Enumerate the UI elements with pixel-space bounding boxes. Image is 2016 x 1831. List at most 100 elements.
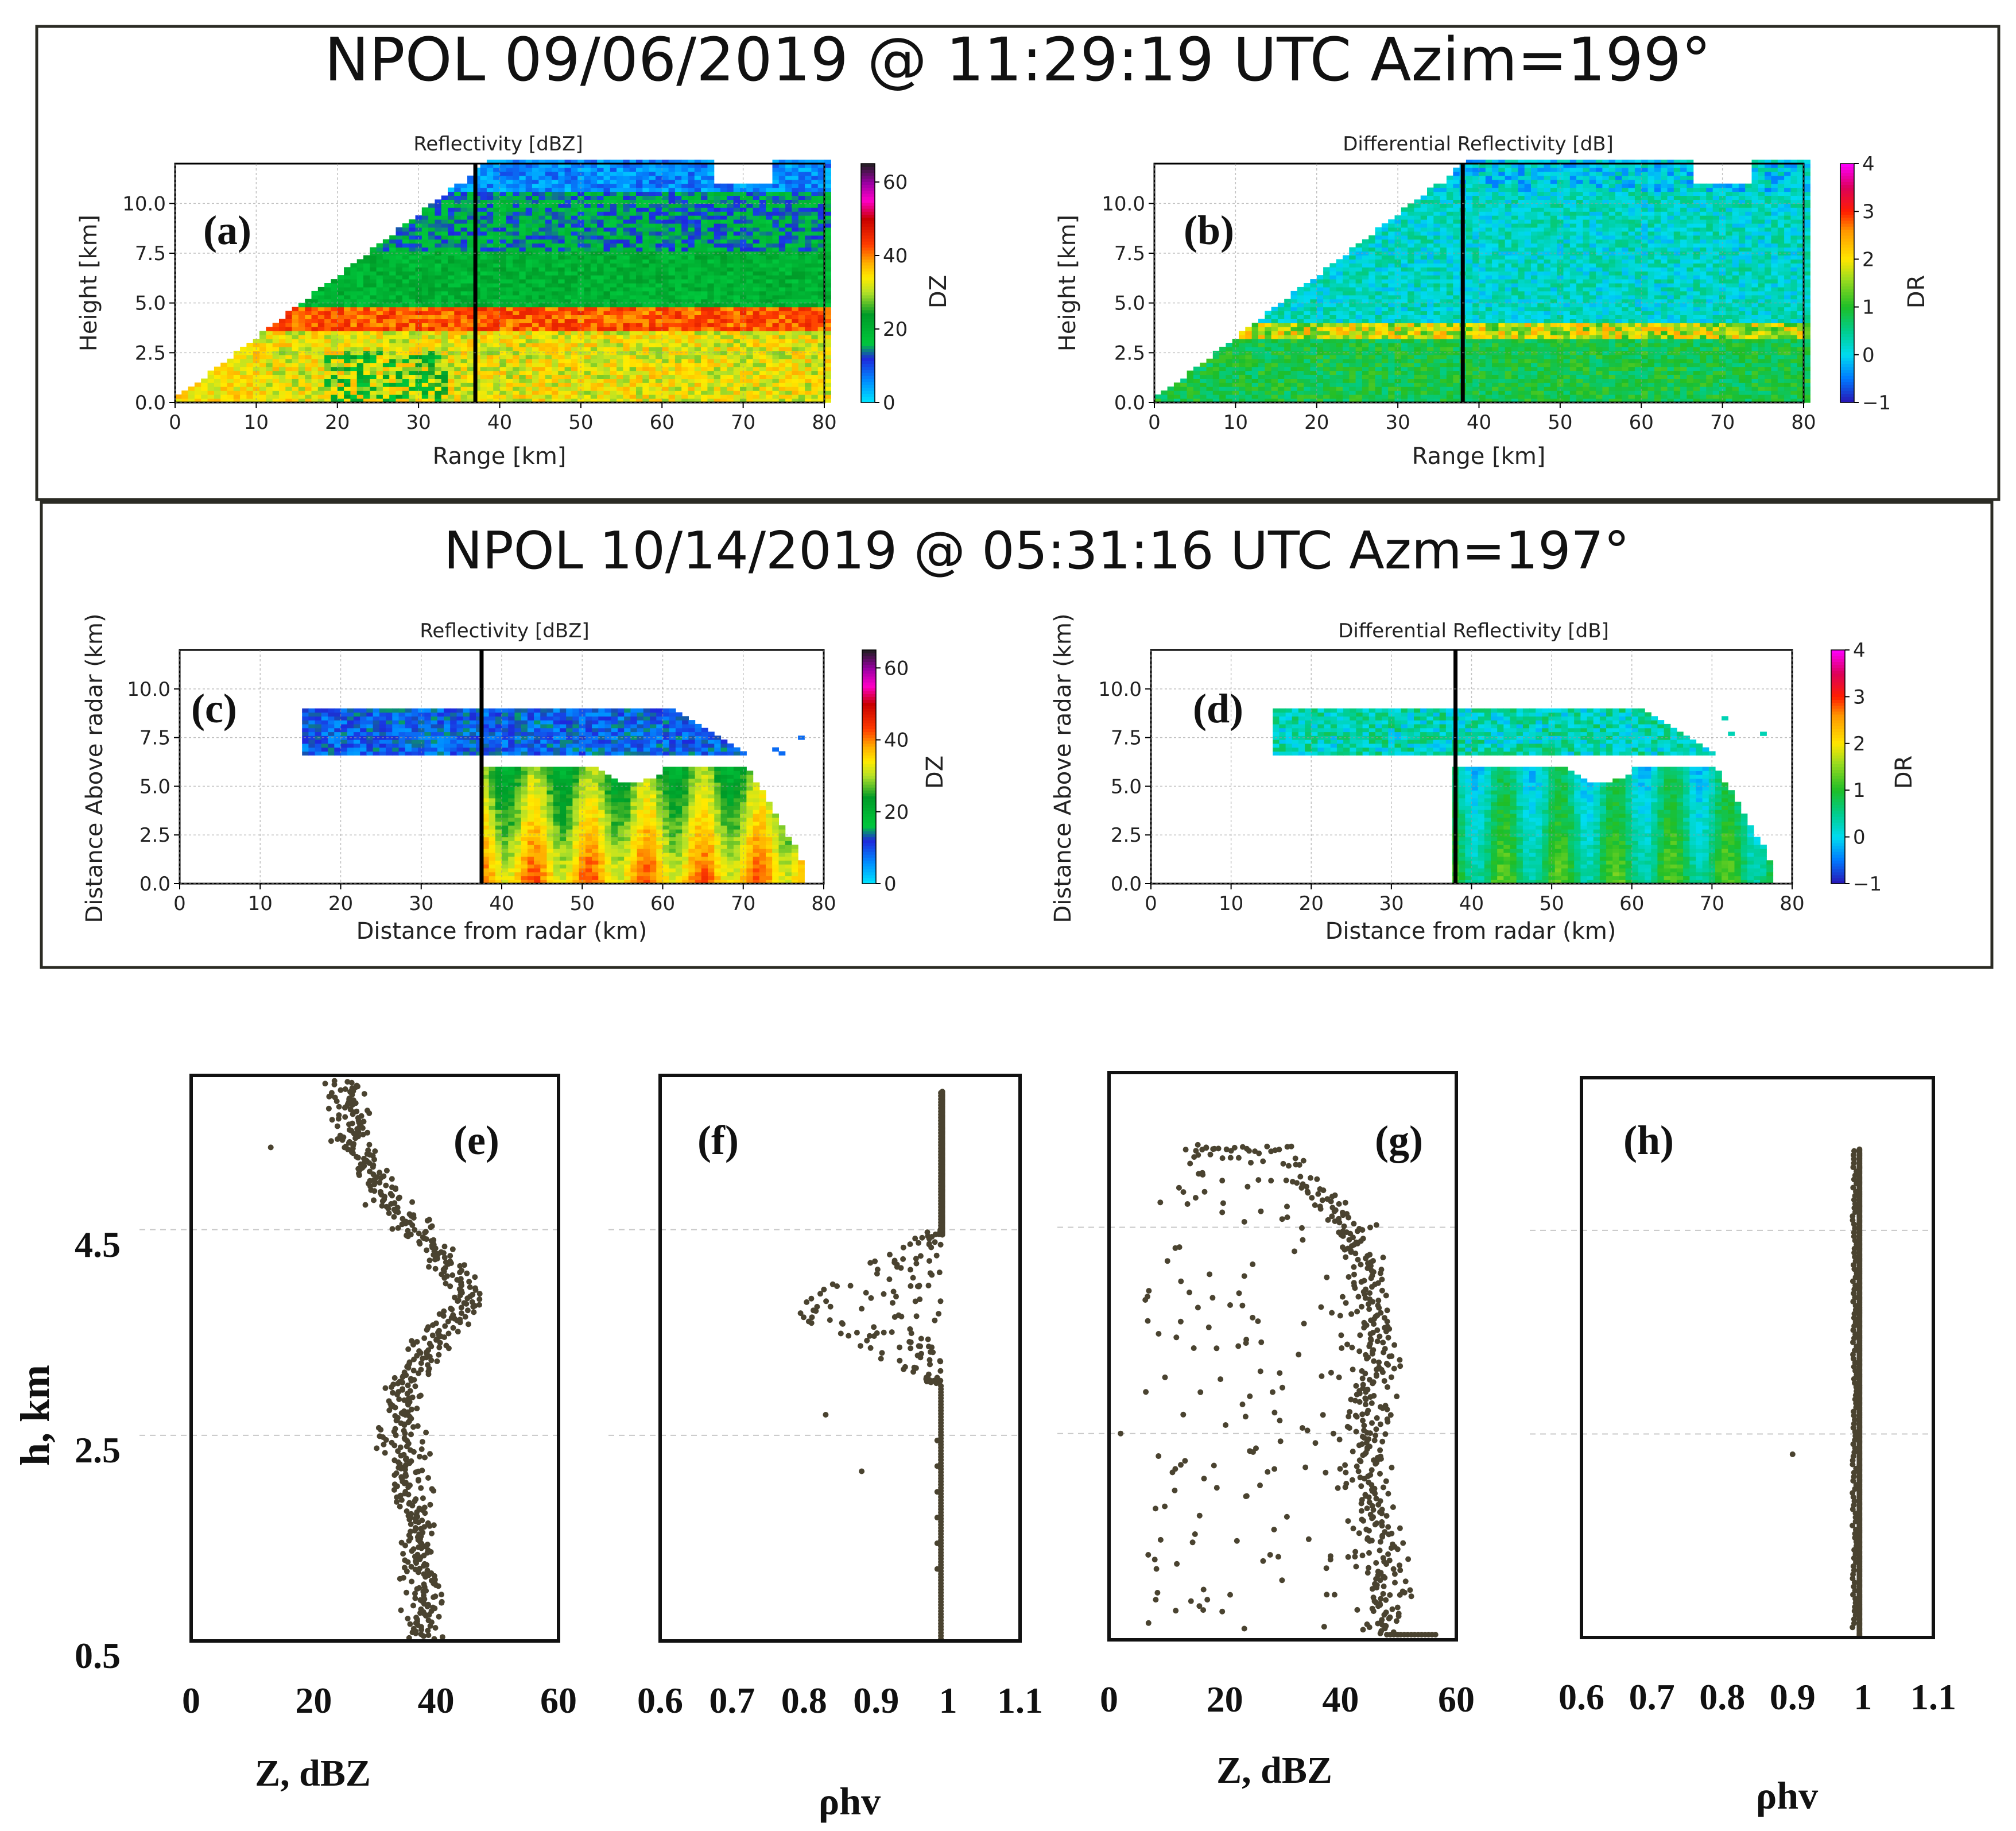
field-cell xyxy=(480,192,487,196)
field-cell xyxy=(636,263,643,268)
field-cell xyxy=(493,267,500,272)
field-cell xyxy=(714,371,721,376)
field-cell xyxy=(526,335,533,339)
field-cell xyxy=(298,335,305,339)
field-cell xyxy=(604,295,611,300)
field-cell xyxy=(305,367,312,371)
field-cell xyxy=(441,343,448,347)
field-cell xyxy=(532,287,539,292)
field-cell xyxy=(435,347,441,351)
field-cell xyxy=(344,375,351,380)
field-cell xyxy=(487,315,494,320)
field-cell xyxy=(487,394,494,399)
field-cell xyxy=(707,259,714,264)
field-cell xyxy=(448,367,455,371)
field-cell xyxy=(805,172,812,176)
field-cell xyxy=(324,367,331,371)
field-cell xyxy=(1258,367,1265,371)
field-cell xyxy=(656,203,662,208)
field-cell xyxy=(720,267,727,272)
field-cell xyxy=(649,203,656,208)
field-cell xyxy=(513,323,519,327)
field-cell xyxy=(526,267,533,272)
field-cell xyxy=(675,271,682,276)
field-cell xyxy=(538,371,545,376)
field-cell xyxy=(746,371,753,376)
field-cell xyxy=(656,263,662,268)
field-cell xyxy=(759,394,766,399)
field-cell xyxy=(617,327,623,331)
field-cell xyxy=(591,188,598,192)
field-cell xyxy=(688,256,695,260)
field-cell xyxy=(617,172,623,176)
field-cell xyxy=(227,382,234,387)
field-cell xyxy=(610,267,617,272)
field-cell xyxy=(285,367,292,371)
field-cell xyxy=(707,303,714,308)
field-cell xyxy=(759,378,766,383)
field-cell xyxy=(266,371,273,376)
field-cell xyxy=(798,327,805,331)
field-cell xyxy=(656,355,662,359)
field-cell xyxy=(357,291,364,296)
field-cell xyxy=(363,279,370,284)
field-cell xyxy=(370,394,377,399)
field-cell xyxy=(389,235,396,240)
colorbar-segment xyxy=(861,193,875,197)
field-cell xyxy=(636,275,643,280)
field-cell xyxy=(526,188,533,192)
field-cell xyxy=(506,275,513,280)
field-cell xyxy=(656,168,662,172)
field-cell xyxy=(792,295,798,300)
field-cell xyxy=(811,335,818,339)
field-cell xyxy=(617,235,623,240)
field-cell xyxy=(811,207,818,212)
field-cell xyxy=(279,363,286,367)
field-cell xyxy=(773,323,780,327)
field-cell xyxy=(441,271,448,276)
field-cell xyxy=(519,279,526,284)
colorbar-segment xyxy=(861,352,875,355)
field-cell xyxy=(513,394,519,399)
field-cell xyxy=(208,382,215,387)
field-cell xyxy=(669,203,676,208)
colorbar-segment xyxy=(861,179,875,182)
field-cell xyxy=(377,295,383,300)
field-cell xyxy=(824,223,831,228)
field-cell xyxy=(766,394,773,399)
field-cell xyxy=(662,263,669,268)
field-cell xyxy=(441,239,448,244)
field-cell xyxy=(506,382,513,387)
field-cell xyxy=(389,283,396,288)
field-cell xyxy=(565,371,572,376)
field-cell xyxy=(526,168,533,172)
field-cell xyxy=(688,180,695,184)
field-cell xyxy=(448,231,455,236)
field-cell xyxy=(610,215,617,220)
field-cell xyxy=(675,327,682,331)
field-cell xyxy=(811,180,818,184)
field-cell xyxy=(759,219,766,224)
field-cell xyxy=(558,295,565,300)
field-cell xyxy=(454,355,461,359)
field-cell xyxy=(331,291,338,296)
field-cell xyxy=(389,259,396,264)
field-cell xyxy=(487,339,494,343)
field-cell xyxy=(688,215,695,220)
field-cell xyxy=(597,271,604,276)
field-cell xyxy=(617,215,623,220)
field-cell xyxy=(811,359,818,363)
field-cell xyxy=(389,343,396,347)
field-cell xyxy=(318,355,325,359)
field-cell xyxy=(662,327,669,331)
field-cell xyxy=(467,192,474,196)
field-cell xyxy=(428,295,435,300)
field-cell xyxy=(779,176,786,180)
field-cell xyxy=(584,363,591,367)
field-cell xyxy=(1226,359,1232,363)
field-cell xyxy=(292,378,299,383)
field-cell xyxy=(552,192,559,196)
field-cell xyxy=(662,168,669,172)
field-cell xyxy=(565,343,572,347)
field-cell xyxy=(565,176,572,180)
